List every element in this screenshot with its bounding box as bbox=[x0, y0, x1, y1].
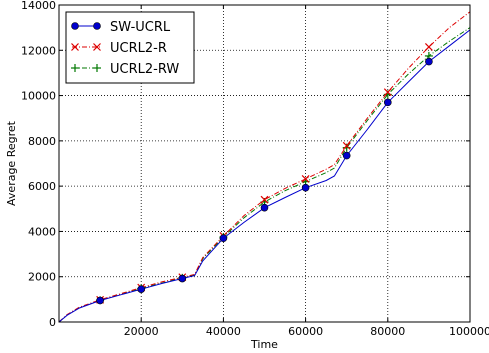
series-point-0 bbox=[342, 151, 351, 160]
y-tick-label: 14000 bbox=[21, 0, 56, 12]
series-point-1 bbox=[383, 88, 392, 97]
y-tick-label: 2000 bbox=[28, 271, 56, 284]
legend-box bbox=[65, 11, 195, 84]
x-tick-label: 40000 bbox=[206, 325, 241, 338]
legend-marker bbox=[93, 43, 101, 51]
legend: SW-UCRL UCRL2-R UCRL2-RW bbox=[65, 11, 195, 84]
axis-ticks: 20000 40000 60000 80000 100000 0 2000 4000 6000 8… bbox=[21, 0, 489, 338]
x-tick-label: 80000 bbox=[370, 325, 405, 338]
x-tick-label: 100000 bbox=[449, 325, 489, 338]
legend-label: UCRL2-R bbox=[110, 41, 167, 56]
series-point-0 bbox=[301, 183, 310, 192]
plot-frame bbox=[58, 4, 471, 323]
x-tick-label: 20000 bbox=[124, 325, 159, 338]
y-axis-label: Average Regret bbox=[5, 120, 18, 206]
series-point-0 bbox=[96, 296, 104, 305]
legend-marker bbox=[71, 43, 79, 51]
legend-marker bbox=[71, 22, 79, 30]
y-tick-label: 0 bbox=[49, 316, 56, 329]
legend-marker bbox=[71, 64, 79, 72]
series-line-0 bbox=[58, 29, 471, 323]
legend-item-2: UCRL2-RW bbox=[71, 62, 179, 77]
grid-lines bbox=[59, 5, 470, 322]
legend-item-1: UCRL2-R bbox=[71, 41, 167, 56]
y-tick-label: 10000 bbox=[21, 90, 56, 103]
series-point-1 bbox=[424, 42, 433, 51]
series-point-1 bbox=[260, 195, 269, 204]
x-axis-label: Time bbox=[250, 338, 278, 351]
y-tick-label: 8000 bbox=[28, 135, 56, 148]
y-tick-label: 12000 bbox=[21, 44, 56, 57]
series-point-1 bbox=[342, 141, 351, 150]
legend-label: UCRL2-RW bbox=[110, 62, 179, 77]
legend-marker bbox=[93, 64, 101, 72]
series-point-0 bbox=[383, 98, 392, 107]
series-lines bbox=[58, 11, 471, 323]
series-line-1 bbox=[58, 11, 471, 323]
legend-label: SW-UCRL bbox=[110, 20, 171, 35]
series-point-0 bbox=[178, 274, 187, 283]
y-tick-label: 6000 bbox=[28, 180, 56, 193]
legend-item-0: SW-UCRL bbox=[71, 20, 171, 35]
series-point-0 bbox=[425, 57, 433, 66]
x-tick-label: 60000 bbox=[288, 325, 323, 338]
series-point-1 bbox=[301, 174, 310, 183]
y-tick-label: 4000 bbox=[28, 225, 56, 238]
series-point-0 bbox=[137, 285, 145, 293]
series-point-0 bbox=[219, 234, 228, 243]
series-point-0 bbox=[260, 203, 269, 212]
legend-marker bbox=[93, 22, 101, 30]
